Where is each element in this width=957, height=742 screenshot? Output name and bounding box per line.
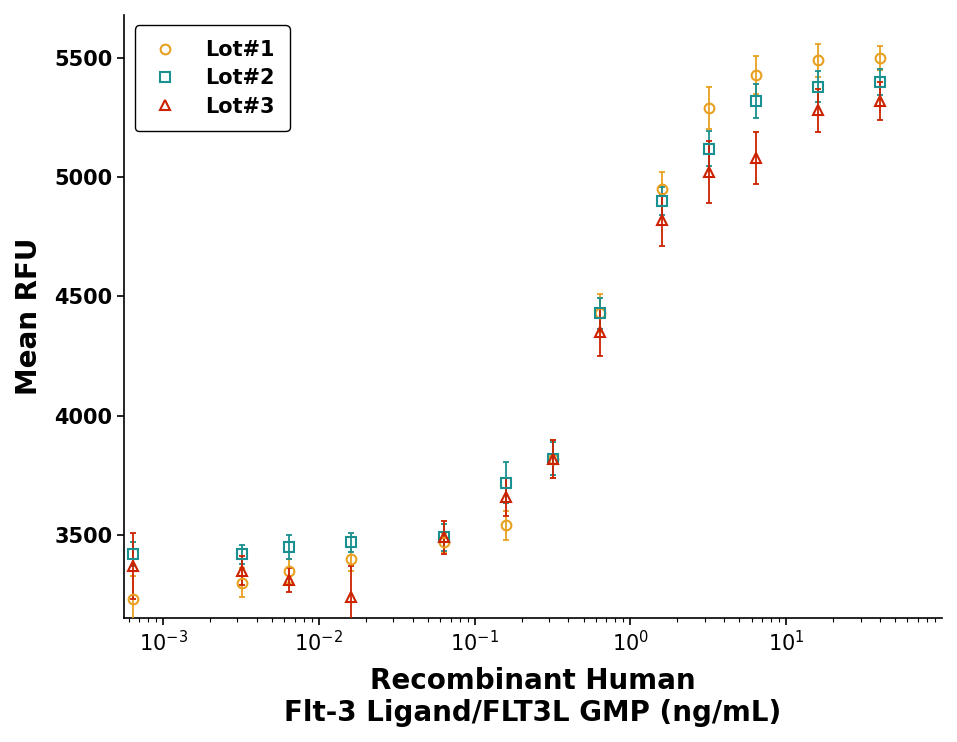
Lot#3 <box>875 96 886 105</box>
Lot#2 <box>236 550 248 559</box>
Lot#3 <box>547 454 559 463</box>
Lot#2 <box>703 144 715 153</box>
Lot#3 <box>345 593 356 602</box>
Lot#1 <box>501 521 512 530</box>
Lot#1 <box>875 53 886 62</box>
Lot#3 <box>283 576 295 585</box>
Lot#3 <box>750 154 762 162</box>
Lot#1 <box>547 454 559 463</box>
Lot#1 <box>236 578 248 587</box>
Lot#2 <box>127 550 139 559</box>
Lot#1 <box>812 56 824 65</box>
Line: Lot#3: Lot#3 <box>128 96 885 602</box>
Lot#3 <box>657 216 668 225</box>
Lot#2 <box>345 538 356 547</box>
Lot#3 <box>438 533 450 542</box>
Lot#1 <box>438 538 450 547</box>
Lot#3 <box>127 562 139 571</box>
Y-axis label: Mean RFU: Mean RFU <box>15 238 43 395</box>
Lot#2 <box>750 96 762 105</box>
Lot#1 <box>703 104 715 113</box>
Legend: Lot#1, Lot#2, Lot#3: Lot#1, Lot#2, Lot#3 <box>135 25 290 131</box>
Lot#3 <box>236 566 248 575</box>
Lot#2 <box>438 533 450 542</box>
Lot#3 <box>501 493 512 502</box>
X-axis label: Recombinant Human
Flt-3 Ligand/FLT3L GMP (ng/mL): Recombinant Human Flt-3 Ligand/FLT3L GMP… <box>284 666 782 727</box>
Lot#2 <box>657 197 668 206</box>
Lot#1 <box>657 185 668 194</box>
Lot#3 <box>594 328 606 337</box>
Line: Lot#2: Lot#2 <box>128 77 885 559</box>
Lot#1 <box>594 309 606 318</box>
Line: Lot#1: Lot#1 <box>128 53 885 604</box>
Lot#2 <box>812 82 824 91</box>
Lot#1 <box>283 566 295 575</box>
Lot#1 <box>127 595 139 604</box>
Lot#2 <box>875 77 886 86</box>
Lot#1 <box>345 554 356 563</box>
Lot#1 <box>750 70 762 79</box>
Lot#2 <box>547 454 559 463</box>
Lot#2 <box>501 478 512 487</box>
Lot#3 <box>703 168 715 177</box>
Lot#2 <box>283 542 295 551</box>
Lot#3 <box>812 106 824 115</box>
Lot#2 <box>594 309 606 318</box>
